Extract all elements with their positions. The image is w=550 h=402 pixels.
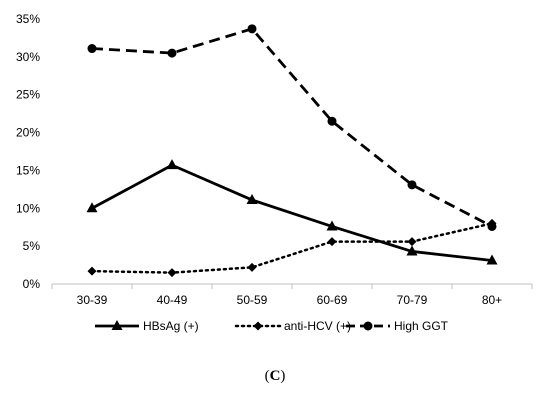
legend-label: anti-HCV (+) xyxy=(284,319,351,333)
series-1 xyxy=(87,218,497,278)
y-tick-label: 15% xyxy=(16,163,40,177)
panel-label-close: ) xyxy=(280,368,286,384)
x-tick-label: 40-49 xyxy=(157,293,188,307)
series-2 xyxy=(87,24,497,231)
legend-label: HBsAg (+) xyxy=(143,319,199,333)
series-line xyxy=(91,27,493,228)
x-axis: 30-39 40-49 50-59 60-69 70-79 80+ xyxy=(51,283,533,307)
data-point xyxy=(407,237,417,247)
x-tick-label: 80+ xyxy=(482,293,502,307)
data-point xyxy=(326,220,338,231)
y-tick-label: 20% xyxy=(16,126,40,140)
legend-marker xyxy=(253,321,263,331)
data-point xyxy=(327,116,337,126)
y-axis-ticks: 0% 5% 10% 15% 20% 25% 30% 35% xyxy=(16,12,40,291)
series-line xyxy=(91,163,493,262)
y-tick-label: 10% xyxy=(16,201,40,215)
series-0 xyxy=(86,159,498,265)
data-point xyxy=(327,237,337,247)
panel-label: (C) xyxy=(0,368,550,385)
y-tick-label: 0% xyxy=(23,277,41,291)
legend-marker xyxy=(111,320,123,330)
data-point xyxy=(167,268,177,278)
data-point xyxy=(407,180,417,190)
data-point xyxy=(166,159,178,170)
y-tick-label: 5% xyxy=(23,239,41,253)
data-point xyxy=(487,221,497,231)
panel-label-open: ( xyxy=(264,368,270,384)
data-point xyxy=(486,254,498,265)
y-tick-label: 30% xyxy=(16,50,40,64)
legend-label: High GGT xyxy=(394,319,449,333)
data-point xyxy=(87,44,97,54)
legend-item: High GGT xyxy=(346,319,449,333)
series-line xyxy=(90,222,494,274)
y-tick-label: 35% xyxy=(16,12,40,26)
legend: HBsAg (+) anti-HCV (+) High GGT xyxy=(95,319,449,333)
series-layer xyxy=(86,24,498,278)
data-point xyxy=(406,245,418,256)
data-point xyxy=(86,202,98,213)
x-tick-label: 50-59 xyxy=(237,293,268,307)
data-point xyxy=(167,48,177,58)
y-tick-label: 25% xyxy=(16,88,40,102)
panel-label-letter: C xyxy=(269,368,281,384)
legend-item: anti-HCV (+) xyxy=(234,319,351,333)
legend-marker xyxy=(363,321,373,331)
data-point xyxy=(87,266,97,276)
data-point xyxy=(246,193,258,204)
legend-item: HBsAg (+) xyxy=(95,319,199,333)
data-point xyxy=(247,262,257,272)
x-tick-label: 60-69 xyxy=(317,293,348,307)
x-tick-label: 70-79 xyxy=(397,293,428,307)
data-point xyxy=(247,24,257,34)
x-tick-label: 30-39 xyxy=(77,293,108,307)
